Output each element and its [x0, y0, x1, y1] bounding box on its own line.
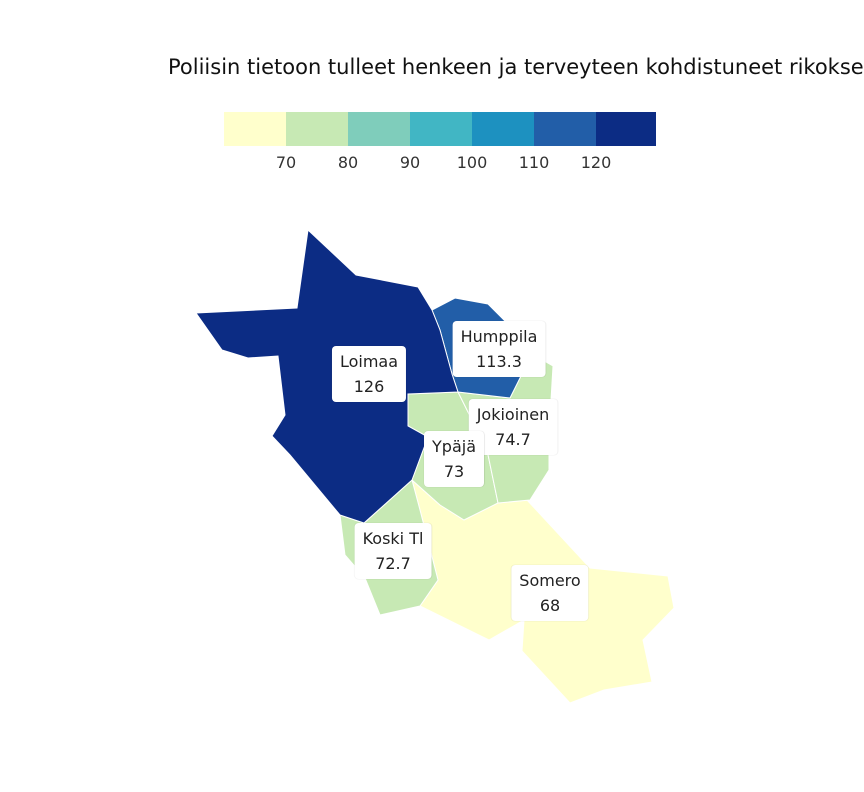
label-humppila: Humppila 113.3	[452, 321, 546, 377]
label-ypaja-name: Ypäjä	[432, 437, 476, 456]
label-loimaa-name: Loimaa	[339, 352, 399, 371]
label-somero-name: Somero	[519, 571, 581, 590]
region-loimaa[interactable]	[195, 228, 459, 524]
label-koski-tl: Koski Tl 72.7	[354, 523, 432, 579]
label-koski-tl-name: Koski Tl	[362, 529, 424, 548]
label-loimaa-value: 126	[353, 377, 385, 396]
map-title: Poliisin tietoon tulleet henkeen ja terv…	[168, 55, 864, 79]
label-koski-tl-value: 72.7	[375, 554, 411, 573]
label-ypaja: Ypäjä 73	[424, 431, 484, 487]
label-ypaja-value: 73	[443, 462, 465, 481]
label-jokioinen-value: 74.7	[495, 430, 531, 449]
label-loimaa: Loimaa 126	[331, 346, 407, 402]
label-humppila-value: 113.3	[476, 352, 522, 371]
label-jokioinen-name: Jokioinen	[476, 405, 550, 424]
label-somero: Somero 68	[511, 565, 589, 621]
label-humppila-name: Humppila	[460, 327, 538, 346]
label-somero-value: 68	[539, 596, 561, 615]
